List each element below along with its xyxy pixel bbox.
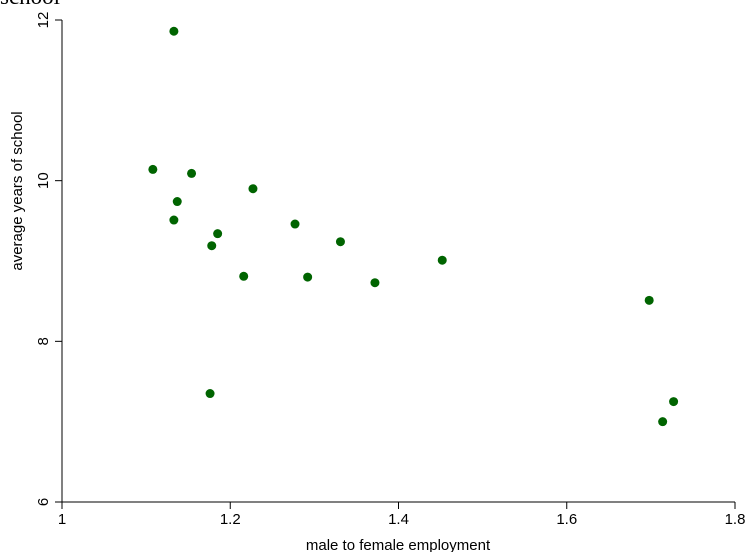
data-point bbox=[172, 197, 182, 207]
data-point bbox=[437, 255, 447, 265]
x-axis-label: male to female employment bbox=[306, 537, 491, 552]
data-point bbox=[169, 26, 179, 36]
data-point bbox=[370, 278, 380, 288]
x-tick-label: 1.4 bbox=[388, 511, 409, 528]
data-point bbox=[169, 215, 179, 225]
y-tick-label: 12 bbox=[35, 12, 52, 29]
data-point bbox=[248, 184, 258, 194]
data-point bbox=[669, 397, 679, 407]
x-tick-label: 1.8 bbox=[725, 511, 746, 528]
data-point bbox=[205, 389, 215, 399]
x-ticks: 1 1.2 1.4 1.6 1.8 bbox=[58, 502, 746, 528]
data-point bbox=[213, 229, 223, 239]
y-axis-label: average years of school bbox=[9, 111, 26, 270]
data-point bbox=[207, 241, 217, 251]
points-layer bbox=[148, 26, 679, 427]
y-tick-label: 10 bbox=[35, 172, 52, 189]
data-point bbox=[187, 168, 197, 178]
data-point bbox=[303, 272, 313, 282]
data-point bbox=[290, 219, 300, 229]
y-tick-label: 8 bbox=[35, 337, 52, 345]
x-tick-label: 1.6 bbox=[556, 511, 577, 528]
data-point bbox=[148, 164, 158, 174]
data-point bbox=[239, 271, 249, 281]
x-tick-label: 1.2 bbox=[220, 511, 241, 528]
x-tick-label: 1 bbox=[58, 511, 66, 528]
chart-title: school bbox=[0, 0, 60, 8]
data-point bbox=[644, 295, 654, 305]
data-point bbox=[335, 237, 345, 247]
y-ticks: 6 8 10 12 bbox=[35, 12, 62, 506]
data-point bbox=[658, 417, 668, 427]
y-tick-label: 6 bbox=[35, 498, 52, 506]
